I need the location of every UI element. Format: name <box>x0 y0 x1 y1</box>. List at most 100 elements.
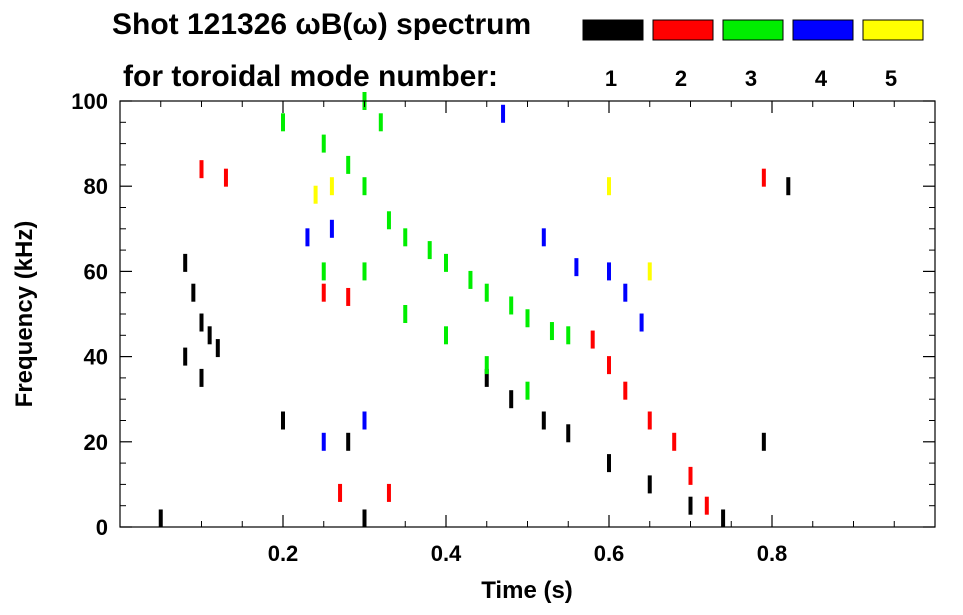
series-n5 <box>313 177 652 281</box>
data-point <box>321 262 326 281</box>
legend-swatch-4 <box>792 19 854 41</box>
data-point <box>386 211 391 230</box>
data-point <box>688 496 693 515</box>
data-point <box>607 454 611 473</box>
legend-label-1: 1 <box>605 66 617 91</box>
data-point <box>484 368 489 387</box>
x-axis-label: Time (s) <box>481 577 573 604</box>
data-point <box>321 134 326 153</box>
data-point <box>647 411 652 430</box>
data-point <box>444 253 448 272</box>
data-point <box>549 322 554 341</box>
data-point <box>329 177 334 196</box>
data-point <box>623 381 628 400</box>
data-point <box>191 283 196 302</box>
data-point <box>484 283 489 302</box>
data-point <box>329 219 334 238</box>
legend-label-4: 4 <box>815 66 828 91</box>
legend-swatch-5 <box>862 19 924 41</box>
data-point <box>468 270 473 289</box>
legend-label-3: 3 <box>745 66 757 91</box>
data-point <box>158 509 163 528</box>
y-axis-label: Frequency (kHz) <box>11 221 38 408</box>
data-point <box>484 356 489 375</box>
data-point <box>183 253 188 272</box>
y-tick-label: 40 <box>84 345 108 370</box>
data-point <box>199 368 204 387</box>
data-point <box>623 283 628 302</box>
data-point <box>223 168 228 187</box>
x-tick-label: 0.4 <box>431 541 462 566</box>
data-point <box>672 432 677 451</box>
data-point <box>321 432 326 451</box>
data-point <box>721 509 726 528</box>
data-point <box>647 475 652 494</box>
data-point <box>346 287 351 306</box>
data-point <box>281 113 285 132</box>
data-point <box>761 432 766 451</box>
data-point <box>590 330 595 349</box>
legend-swatch-2 <box>652 19 714 41</box>
data-point <box>501 104 506 123</box>
legend-label-5: 5 <box>885 66 897 91</box>
data-point <box>761 168 766 187</box>
series-n3 <box>281 92 571 400</box>
data-point <box>607 356 611 375</box>
data-point <box>541 411 546 430</box>
data-point <box>541 228 546 247</box>
data-point <box>207 326 212 345</box>
y-tick-label: 100 <box>71 89 108 114</box>
y-tick-label: 20 <box>84 430 108 455</box>
data-point <box>525 309 530 328</box>
data-point <box>183 347 188 366</box>
data-point <box>346 155 351 174</box>
series-n1 <box>158 177 791 528</box>
data-point <box>199 160 204 179</box>
data-point <box>362 177 367 196</box>
data-point <box>566 326 571 345</box>
data-point <box>509 390 514 409</box>
y-tick-label: 60 <box>84 259 108 284</box>
data-point <box>281 411 285 430</box>
legend-swatch-1 <box>582 19 644 41</box>
data-point <box>647 262 652 281</box>
data-point <box>305 228 310 247</box>
data-point <box>362 411 367 430</box>
data-point <box>403 228 408 247</box>
legend: 1 2 3 4 5 <box>582 19 924 91</box>
data-point <box>607 177 611 196</box>
legend-label-2: 2 <box>675 66 687 91</box>
legend-swatch-3 <box>722 19 784 41</box>
plot-data <box>158 92 791 528</box>
data-point <box>313 185 318 204</box>
y-tick-label: 80 <box>84 174 108 199</box>
data-point <box>566 424 571 443</box>
x-tick-label: 0.8 <box>757 541 788 566</box>
series-n2 <box>199 160 766 515</box>
data-point <box>386 483 391 502</box>
x-tick-label: 0.6 <box>594 541 625 566</box>
data-point <box>338 483 343 502</box>
series-n4 <box>305 104 644 451</box>
data-point <box>509 296 514 315</box>
data-point <box>427 241 432 260</box>
data-point <box>199 313 204 332</box>
data-point <box>525 381 530 400</box>
data-point <box>378 113 383 132</box>
data-point <box>215 339 220 358</box>
x-tick-label: 0.2 <box>268 541 299 566</box>
data-point <box>403 305 408 323</box>
axes: 0 20 40 60 80 100 0.2 0.4 0.6 0.8 <box>71 89 935 566</box>
data-point <box>321 283 326 302</box>
data-point <box>346 432 351 451</box>
chart-title: Shot 121326 ωB(ω) spectrum for toroidal … <box>112 8 531 93</box>
data-point <box>786 177 791 196</box>
data-point <box>362 509 367 528</box>
data-point <box>444 326 448 345</box>
title-line-2: for toroidal mode number: <box>123 60 498 93</box>
data-point <box>639 313 644 332</box>
title-line-1: Shot 121326 ωB(ω) spectrum <box>112 8 531 41</box>
data-point <box>607 262 611 281</box>
y-tick-label: 0 <box>96 515 108 540</box>
